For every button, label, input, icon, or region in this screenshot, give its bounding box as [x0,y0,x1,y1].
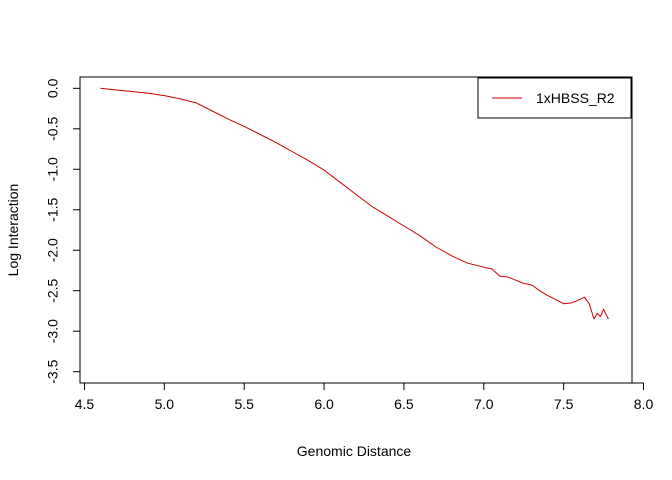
x-tick-label: 5.5 [234,396,254,412]
x-axis: 4.5 5.0 5.5 6.0 6.5 7.0 7.5 8.0 [75,382,654,412]
x-tick-label: 6.5 [394,396,414,412]
x-tick-label: 4.5 [75,396,95,412]
y-tick-label: -3.0 [45,319,61,343]
x-axis-title: Genomic Distance [297,443,412,459]
y-tick-label: -2.5 [45,278,61,302]
x-tick-label: 8.0 [634,396,654,412]
y-axis: 0.0 -0.5 -1.0 -1.5 -2.0 -2.5 -3.0 -3.5 [45,78,81,384]
x-tick-label: 6.0 [314,396,334,412]
legend-label: 1xHBSS_R2 [536,90,615,106]
y-tick-label: 0.0 [45,78,61,98]
legend: 1xHBSS_R2 [477,77,632,119]
x-tick-label: 7.0 [474,396,494,412]
x-tick-label: 7.5 [554,396,574,412]
y-axis-title: Log Interaction [5,184,21,277]
series-line-1xHBSS_R2 [100,87,609,320]
y-tick-label: -0.5 [45,117,61,141]
y-tick-label: -3.5 [45,359,61,383]
y-tick-label: -2.0 [45,238,61,262]
y-tick-label: -1.0 [45,157,61,181]
y-tick-label: -1.5 [45,197,61,221]
x-tick-label: 5.0 [155,396,175,412]
series-layer [100,87,609,320]
